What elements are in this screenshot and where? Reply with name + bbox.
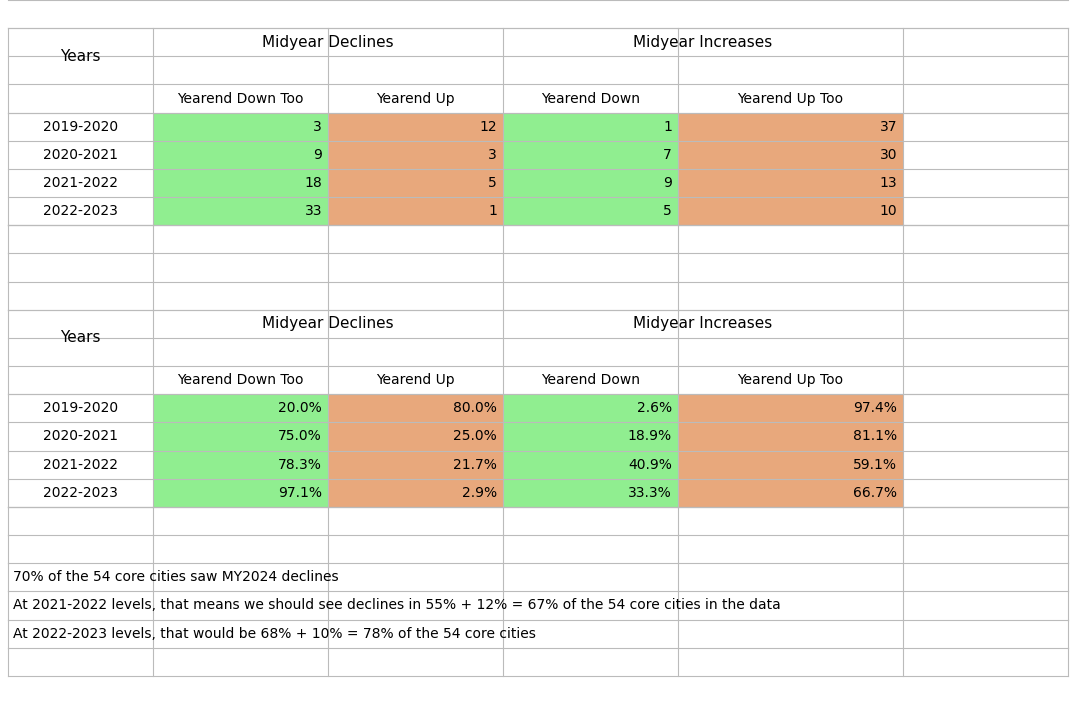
Text: Midyear Declines: Midyear Declines: [263, 34, 394, 50]
Text: 18: 18: [305, 176, 322, 190]
Text: 66.7%: 66.7%: [853, 486, 897, 500]
Text: 97.1%: 97.1%: [278, 486, 322, 500]
Bar: [502, 197, 678, 225]
Bar: [502, 451, 678, 479]
Text: At 2022-2023 levels, that would be 68% + 10% = 78% of the 54 core cities: At 2022-2023 levels, that would be 68% +…: [13, 627, 536, 641]
Text: 20.0%: 20.0%: [279, 401, 322, 415]
Text: 7: 7: [663, 148, 672, 162]
Text: Years: Years: [60, 49, 101, 64]
Text: Yearend Down Too: Yearend Down Too: [178, 92, 303, 106]
Bar: [153, 451, 328, 479]
Bar: [502, 479, 678, 507]
Text: 97.4%: 97.4%: [853, 401, 897, 415]
Bar: [328, 479, 502, 507]
Text: 2021-2022: 2021-2022: [43, 176, 118, 190]
Text: 2022-2023: 2022-2023: [43, 486, 118, 500]
Text: 21.7%: 21.7%: [453, 458, 497, 472]
Text: 5: 5: [489, 176, 497, 190]
Bar: [678, 479, 903, 507]
Bar: [678, 451, 903, 479]
Bar: [502, 141, 678, 169]
Bar: [153, 169, 328, 197]
Text: 33: 33: [305, 204, 322, 218]
Text: Yearend Up: Yearend Up: [377, 92, 455, 106]
Text: 2019-2020: 2019-2020: [43, 401, 118, 415]
Text: 9: 9: [663, 176, 672, 190]
Bar: [678, 113, 903, 141]
Bar: [328, 169, 502, 197]
Text: 5: 5: [663, 204, 672, 218]
Bar: [502, 394, 678, 422]
Text: 40.9%: 40.9%: [628, 458, 672, 472]
Text: 1: 1: [663, 120, 672, 134]
Text: 2019-2020: 2019-2020: [43, 120, 118, 134]
Text: At 2021-2022 levels, that means we should see declines in 55% + 12% = 67% of the: At 2021-2022 levels, that means we shoul…: [13, 598, 781, 612]
Text: 12: 12: [480, 120, 497, 134]
Bar: [678, 169, 903, 197]
Text: 1: 1: [489, 204, 497, 218]
Bar: [502, 169, 678, 197]
Text: 2022-2023: 2022-2023: [43, 204, 118, 218]
Text: 3: 3: [489, 148, 497, 162]
Bar: [328, 394, 502, 422]
Text: 80.0%: 80.0%: [453, 401, 497, 415]
Text: 9: 9: [313, 148, 322, 162]
Text: Yearend Down: Yearend Down: [541, 92, 640, 106]
Text: 18.9%: 18.9%: [628, 429, 672, 444]
Text: Midyear Declines: Midyear Declines: [263, 316, 394, 332]
Text: 30: 30: [879, 148, 897, 162]
Bar: [153, 394, 328, 422]
Text: Midyear Increases: Midyear Increases: [634, 34, 773, 50]
Text: Yearend Up: Yearend Up: [377, 373, 455, 387]
Bar: [502, 113, 678, 141]
Text: 70% of the 54 core cities saw MY2024 declines: 70% of the 54 core cities saw MY2024 dec…: [13, 570, 339, 584]
Text: 13: 13: [879, 176, 897, 190]
Text: 2.6%: 2.6%: [637, 401, 672, 415]
Text: 59.1%: 59.1%: [853, 458, 897, 472]
Text: 25.0%: 25.0%: [453, 429, 497, 444]
Text: Yearend Up Too: Yearend Up Too: [737, 373, 844, 387]
Text: 3: 3: [313, 120, 322, 134]
Bar: [678, 422, 903, 451]
Text: 33.3%: 33.3%: [628, 486, 672, 500]
Bar: [678, 141, 903, 169]
Text: 2.9%: 2.9%: [462, 486, 497, 500]
Text: Years: Years: [60, 330, 101, 346]
Text: Yearend Down: Yearend Down: [541, 373, 640, 387]
Bar: [328, 422, 502, 451]
Bar: [678, 197, 903, 225]
Text: 81.1%: 81.1%: [853, 429, 897, 444]
Text: 2020-2021: 2020-2021: [43, 148, 118, 162]
Text: 2020-2021: 2020-2021: [43, 429, 118, 444]
Bar: [328, 113, 502, 141]
Bar: [502, 422, 678, 451]
Bar: [678, 394, 903, 422]
Bar: [153, 422, 328, 451]
Text: 10: 10: [879, 204, 897, 218]
Bar: [153, 113, 328, 141]
Text: Yearend Up Too: Yearend Up Too: [737, 92, 844, 106]
Bar: [328, 451, 502, 479]
Text: 75.0%: 75.0%: [279, 429, 322, 444]
Text: Yearend Down Too: Yearend Down Too: [178, 373, 303, 387]
Bar: [153, 479, 328, 507]
Text: 37: 37: [879, 120, 897, 134]
Bar: [153, 141, 328, 169]
Text: 78.3%: 78.3%: [278, 458, 322, 472]
Bar: [328, 141, 502, 169]
Bar: [153, 197, 328, 225]
Bar: [328, 197, 502, 225]
Text: Midyear Increases: Midyear Increases: [634, 316, 773, 332]
Text: 2021-2022: 2021-2022: [43, 458, 118, 472]
